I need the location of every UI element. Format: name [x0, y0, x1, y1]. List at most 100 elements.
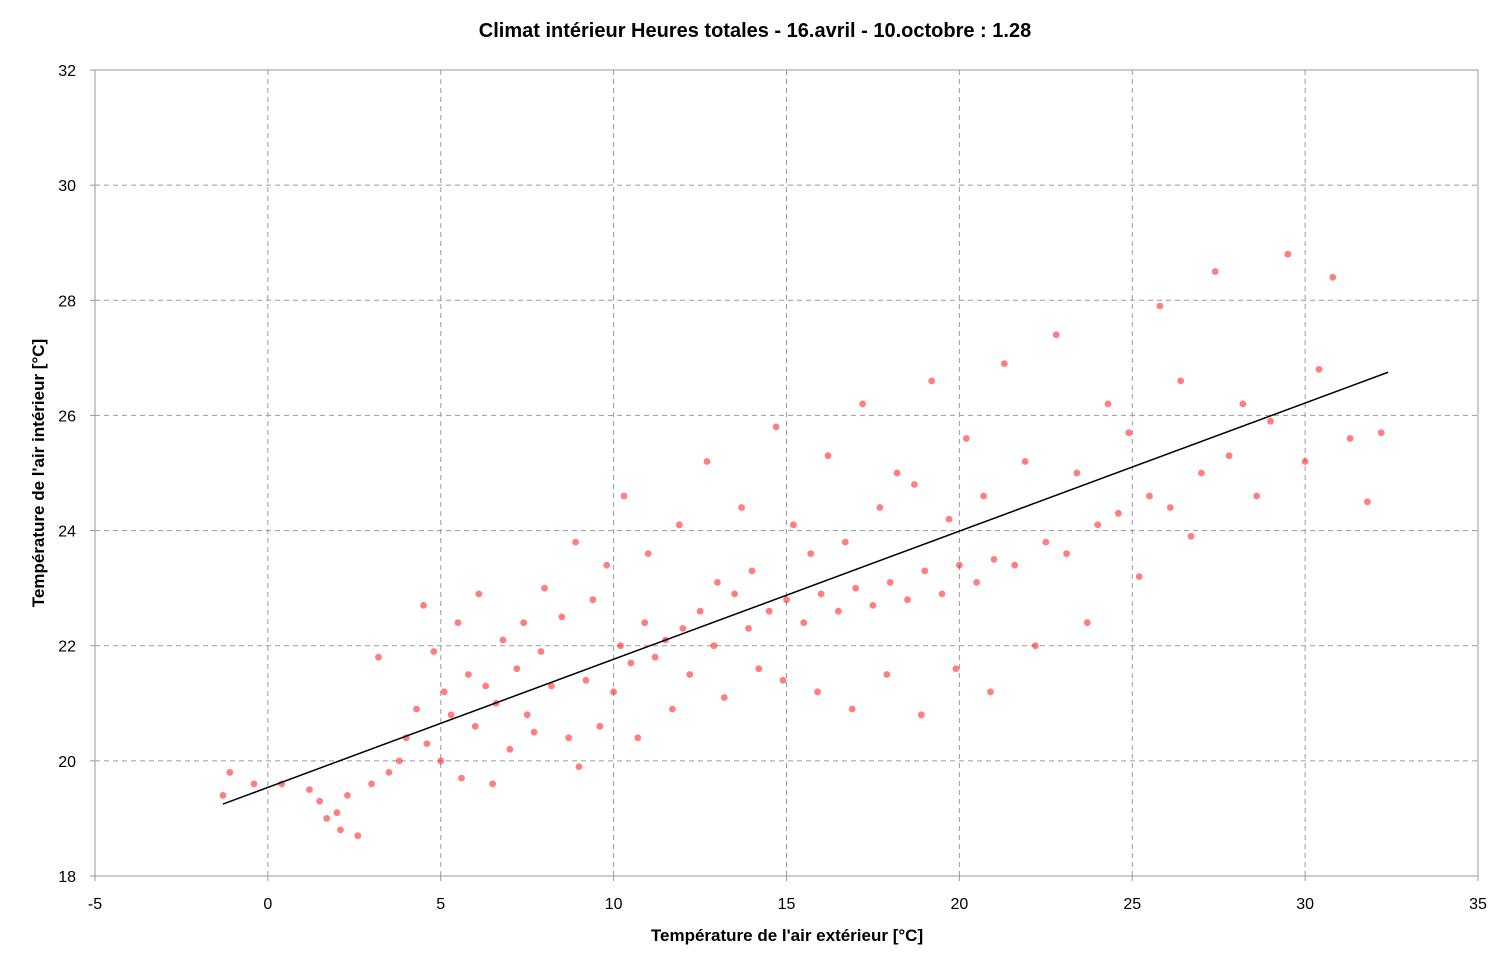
data-point [589, 596, 597, 604]
data-point [1146, 492, 1153, 500]
data-point [471, 722, 479, 730]
data-point [814, 688, 821, 696]
data-point [440, 688, 448, 696]
data-point [641, 619, 649, 627]
data-point [465, 671, 472, 678]
data-point [703, 458, 711, 465]
data-point [447, 711, 455, 719]
data-point [928, 377, 936, 385]
grid [95, 70, 1478, 876]
data-point [219, 792, 227, 799]
data-point [420, 602, 427, 609]
data-point [375, 653, 382, 661]
data-point [886, 579, 894, 586]
data-point [1083, 619, 1091, 627]
y-tick-label: 32 [58, 63, 76, 80]
data-point [354, 832, 362, 840]
data-point [852, 584, 860, 592]
data-point [316, 797, 324, 805]
data-point [748, 567, 756, 575]
data-point [779, 676, 787, 684]
data-point [800, 619, 808, 627]
data-point [1225, 452, 1233, 460]
data-point [250, 780, 258, 788]
data-point [883, 671, 891, 678]
data-point [582, 676, 590, 684]
data-point [1021, 458, 1029, 465]
data-point [917, 711, 925, 719]
x-tick-label: 10 [605, 896, 623, 913]
data-point [572, 538, 579, 546]
x-tick-label: 5 [436, 896, 445, 913]
data-point [458, 774, 465, 782]
data-point [824, 452, 832, 460]
data-point [859, 400, 866, 408]
data-point [368, 780, 375, 788]
data-point [423, 740, 431, 747]
x-tick-label: 20 [950, 896, 968, 913]
data-point [876, 504, 884, 511]
chart-title: Climat intérieur Heures totales - 16.avr… [479, 20, 1031, 42]
data-point [565, 734, 573, 742]
data-point [475, 590, 483, 598]
x-tick-label: 25 [1123, 896, 1141, 913]
trendline-group [222, 371, 1389, 805]
data-point [537, 648, 545, 655]
data-point [686, 671, 694, 678]
data-point [634, 734, 642, 742]
data-point [1104, 400, 1112, 408]
data-point [745, 625, 752, 632]
x-tick-label: 30 [1296, 896, 1314, 913]
data-point [911, 481, 918, 488]
data-point [952, 665, 960, 673]
trendline [222, 371, 1389, 805]
data-point [1094, 521, 1102, 529]
data-point [1187, 532, 1195, 540]
y-tick-label: 18 [58, 869, 76, 886]
y-axis-ticks: 18 20 22 24 26 28 30 32 [58, 63, 95, 886]
x-tick-label: 35 [1469, 896, 1487, 913]
data-point [1052, 331, 1060, 339]
data-point [1115, 509, 1122, 517]
y-tick-label: 26 [58, 408, 76, 425]
data-point [904, 596, 911, 604]
data-point [755, 665, 763, 673]
x-tick-label: 0 [263, 896, 272, 913]
data-point [1346, 435, 1354, 442]
data-point [1364, 498, 1371, 506]
data-point [817, 590, 825, 598]
data-point [620, 492, 628, 500]
data-point [1135, 573, 1143, 580]
y-tick-label: 20 [58, 754, 76, 771]
y-tick-label: 28 [58, 293, 76, 310]
data-point [523, 711, 531, 719]
data-point [627, 659, 635, 667]
data-point [333, 809, 341, 817]
data-point [610, 688, 617, 696]
data-point [921, 567, 929, 575]
data-point [835, 607, 842, 615]
data-point [1000, 360, 1008, 367]
data-point [945, 515, 953, 523]
data-point [575, 763, 583, 770]
data-point [454, 619, 462, 627]
data-point [720, 694, 728, 701]
data-point [520, 619, 528, 627]
data-point [696, 607, 704, 615]
data-point [669, 705, 676, 713]
data-point [1253, 492, 1261, 500]
data-point [1211, 268, 1219, 275]
data-point [1166, 504, 1174, 511]
data-point [973, 579, 981, 586]
data-point [337, 826, 344, 834]
y-tick-label: 22 [58, 639, 76, 656]
data-point [841, 538, 849, 546]
data-point [1284, 250, 1292, 258]
data-point [1177, 377, 1185, 385]
data-point [344, 792, 351, 799]
data-point [385, 769, 393, 776]
data-point [772, 423, 780, 431]
data-point [679, 625, 687, 632]
